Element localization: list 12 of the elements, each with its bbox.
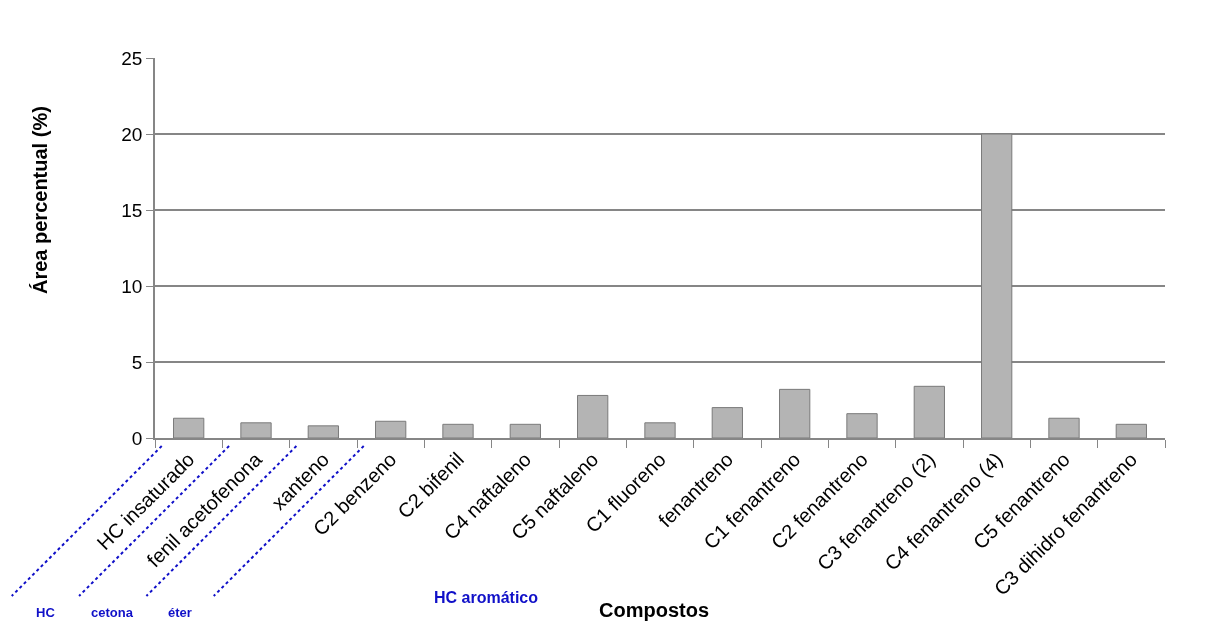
text: HC (36, 605, 56, 620)
text: HC aromático (434, 589, 539, 606)
y-tick-label: 0 (131, 427, 143, 449)
y-tick-label: 25 (121, 47, 143, 69)
y-tick-label: 20 (121, 123, 143, 145)
y-tick-label: 10 (121, 275, 143, 297)
x-axis-title: Compostos (599, 599, 709, 621)
y-tick-label: 15 (121, 199, 143, 221)
text: cetona (91, 605, 134, 620)
y-axis-title: Área percentual (%) (29, 106, 51, 294)
y-tick-label: 5 (131, 351, 143, 373)
text: éter (168, 605, 192, 620)
